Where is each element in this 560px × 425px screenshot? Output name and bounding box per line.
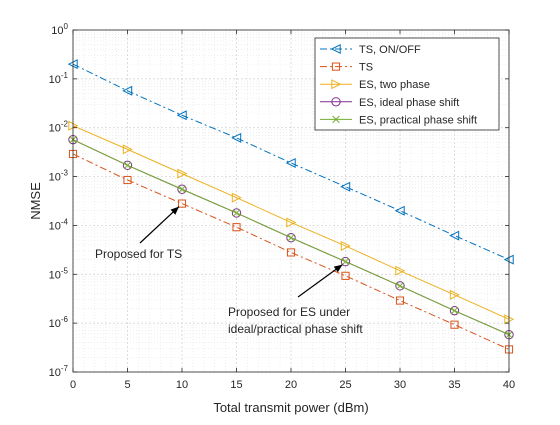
data-point-triangle [330,43,341,55]
x-tick-label: 5 [124,379,130,391]
data-point-triangle [286,217,297,228]
data-point-triangle [231,192,242,203]
legend-entry: ES, ideal phase shift [320,97,459,109]
tick-labels: 0 5 10 15 20 25 30 35 40 100 10-1 10-2 10-3 10-4 10-5 1… [49,22,516,391]
annotation: Proposed for ES under ideal/practical pha… [228,264,363,336]
annotation-arrow [297,264,343,298]
data-point-square [450,320,459,329]
data-point-triangle [340,240,351,251]
y-tick-label: 10-5 [49,266,69,281]
data-point-x [178,185,186,193]
data-point-x [341,257,350,266]
data-point-triangle [331,79,342,90]
legend-label: ES, two phase [359,79,430,91]
legend-label: ES, ideal phase shift [359,97,459,109]
data-point-square [341,271,350,280]
data-point-x [123,161,132,170]
annotation-text: ideal/practical phase shift [228,322,363,336]
data-point-circle [395,281,405,291]
x-tick-label: 40 [503,379,515,391]
data-point-x [287,234,295,242]
x-axis-label: Total transmit power (dBm) [213,400,368,415]
data-point-circle [449,305,460,316]
legend-label: TS [359,62,373,74]
series-ts [68,149,514,354]
legend-label: TS, ON/OFF [359,44,421,56]
data-point-circle [231,208,242,218]
data-point-x [332,115,340,124]
series-es-two-phase [68,120,515,325]
series-layer [67,59,515,354]
data-point-circle [177,184,187,194]
data-point-square [123,175,132,185]
data-point-square [395,296,405,305]
y-axis-label: NMSE [28,182,43,220]
data-point-triangle [394,205,405,216]
data-point-triangle [231,132,242,143]
x-tick-label: 35 [448,379,460,391]
x-tick-label: 0 [70,379,76,391]
series-line [72,153,510,350]
series-line [72,125,510,320]
annotation-text: Proposed for TS [95,247,182,261]
y-tick-label: 100 [51,22,68,37]
series-es-practical-phase-shift [69,135,513,339]
x-tick-label: 25 [339,379,351,391]
y-tick-label: 10-1 [49,71,69,86]
series-line [72,63,510,261]
axes [72,29,510,373]
legend-entry: TS, ON/OFF [320,43,421,56]
legend-entry: ES, two phase [320,79,430,91]
data-point-circle [286,233,296,243]
data-point-square [177,199,187,208]
annotations: Proposed for TS Proposed for ES under idea… [95,206,363,336]
data-point-triangle [122,144,133,155]
y-tick-label: 10-6 [49,315,69,330]
annotation-arrow [139,206,180,244]
x-tick-label: 15 [230,379,242,391]
data-point-triangle [122,85,133,96]
data-point-triangle [340,181,351,192]
data-point-triangle [449,289,460,300]
annotation: Proposed for TS [95,206,182,261]
annotation-text: Proposed for ES under [228,305,350,319]
y-tick-label: 10-2 [49,120,69,135]
data-point-square [331,62,341,71]
data-point-triangle [285,157,296,168]
data-point-triangle [177,168,188,179]
data-point-triangle [395,265,406,276]
data-point-circle [340,256,351,267]
x-tick-label: 20 [285,379,297,391]
data-point-circle [331,97,341,107]
x-tick-label: 10 [176,379,188,391]
y-tick-label: 10-4 [49,217,69,232]
y-tick-label: 10-7 [49,364,69,379]
legend-entry: ES, practical phase shift [320,114,477,126]
x-tick-label: 30 [394,379,406,391]
data-point-x [450,306,459,315]
data-point-circle [122,160,133,171]
data-point-triangle [176,110,187,121]
legend-label: ES, practical phase shift [359,114,477,126]
arrowhead [170,206,179,215]
legend-entry: TS [320,62,373,74]
data-point-x [396,282,404,290]
arrowhead [333,264,343,273]
legend: TS, ON/OFF TS ES, two phase ES, ideal phase… [314,37,500,131]
data-point-square [286,248,296,257]
data-point-square [232,223,241,232]
series-ts-on-off [67,59,514,265]
data-point-triangle [449,230,460,241]
y-tick-label: 10-3 [49,169,69,184]
data-point-x [232,209,241,217]
